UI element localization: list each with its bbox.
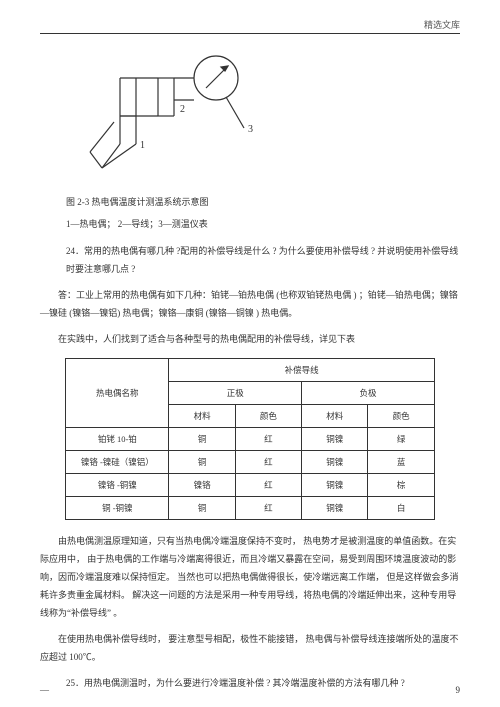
cell-nm: 铜镍 (302, 451, 368, 474)
cell-pc: 红 (235, 497, 301, 520)
cell-nc: 绿 (368, 428, 434, 451)
page-header: 精选文库 (40, 18, 460, 34)
answer-para-2: 在实践中，人们找到了适合与各种型号的热电偶配用的补偿导线，详见下表 (40, 330, 460, 348)
table-row: 铜 -铜镍 铜 红 铜镍 白 (66, 497, 435, 520)
cell-nc: 蓝 (368, 451, 434, 474)
th-nc: 颜色 (368, 405, 434, 428)
cell-name: 铂铑 10-铂 (66, 428, 169, 451)
table-row: 铂铑 10-铂 铜 红 铜镍 绿 (66, 428, 435, 451)
th-neg: 负极 (302, 382, 435, 405)
diagram-label-1: 1 (140, 140, 145, 151)
cell-pm: 铜 (169, 497, 235, 520)
question-25: 25．用热电偶测温时，为什么要进行冷端温度补偿 ? 其冷端温度补偿的方法有哪几种… (66, 674, 460, 692)
paragraph-1: 由热电偶测温原理知道，只有当热电偶冷端温度保持不变时， 热电势才是被测温度的单值… (40, 532, 460, 622)
th-name: 热电偶名称 (66, 359, 169, 428)
question-24: 24．常用的热电偶有哪几种 ?配用的补偿导线是什么 ? 为什么要使用补偿导线 ?… (66, 242, 460, 278)
cell-pc: 红 (235, 474, 301, 497)
cell-name: 镍铬 -铜镍 (66, 474, 169, 497)
header-right: 精选文库 (424, 20, 460, 30)
table-row: 镍铬 -镍硅（镍铝） 铜 红 铜镍 蓝 (66, 451, 435, 474)
figure-legend: 1—热电偶； 2—导线；3—测温仪表 (66, 216, 460, 232)
cell-pm: 铜 (169, 428, 235, 451)
table-row: 镍铬 -铜镍 镍铬 红 铜镍 棕 (66, 474, 435, 497)
figure-caption: 图 2-3 热电偶温度计测温系统示意图 (66, 194, 460, 210)
cell-pm: 镍铬 (169, 474, 235, 497)
cell-nc: 棕 (368, 474, 434, 497)
paragraph-2: 在使用热电偶补偿导线时， 要注意型号相配，极性不能接错， 热电偶与补偿导线连接端… (40, 630, 460, 666)
th-top: 补偿导线 (169, 359, 434, 382)
cell-name: 镍铬 -镍硅（镍铝） (66, 451, 169, 474)
diagram-label-2: 2 (180, 104, 185, 115)
th-pc: 颜色 (235, 405, 301, 428)
answer-para-1: 答：工业上常用的热电偶有如下几种：铂铑—铂热电偶 (也称双铂铑热电偶 ) ；铂铑… (40, 286, 460, 322)
th-nm: 材料 (302, 405, 368, 428)
cell-pc: 红 (235, 451, 301, 474)
cell-nm: 铜镍 (302, 428, 368, 451)
cell-nc: 白 (368, 497, 434, 520)
cell-pc: 红 (235, 428, 301, 451)
cell-name: 铜 -铜镍 (66, 497, 169, 520)
footer-dash: — (40, 685, 49, 695)
th-pos: 正极 (169, 382, 302, 405)
diagram-label-3: 3 (248, 124, 253, 135)
page-number: 9 (456, 685, 461, 695)
cell-nm: 铜镍 (302, 497, 368, 520)
cell-nm: 铜镍 (302, 474, 368, 497)
th-pm: 材料 (169, 405, 235, 428)
thermocouple-diagram: 1 2 3 (66, 48, 460, 180)
cell-pm: 铜 (169, 451, 235, 474)
compensation-wire-table: 热电偶名称 补偿导线 正极 负极 材料 颜色 材料 颜色 铂铑 10-铂 铜 红… (65, 358, 435, 520)
